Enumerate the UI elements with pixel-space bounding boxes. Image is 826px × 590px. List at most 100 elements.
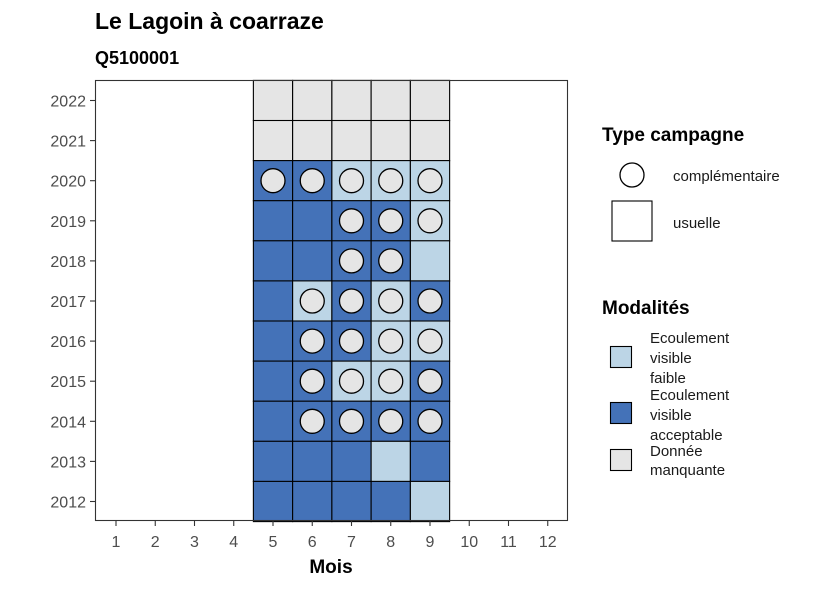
x-tick-label-4: 4: [229, 534, 238, 551]
campaign-marker-2017-6: [299, 288, 325, 314]
x-tick-label-12: 12: [539, 534, 557, 551]
campaign-marker-2020-6: [299, 168, 325, 194]
heatmap-cell-2018-7: [331, 240, 372, 282]
heatmap-cell-2013-7: [331, 440, 372, 483]
chart-title: Le Lagoin à coarraze: [95, 8, 324, 34]
plot-border: [94, 79, 569, 522]
heatmap-cell-2021-9: [409, 119, 451, 162]
heatmap-cell-2021-5: [252, 119, 294, 162]
y-tick-label-2022: 2022: [50, 94, 86, 111]
campaign-marker-2020-9: [417, 168, 443, 194]
campaign-marker-2016-6: [299, 328, 325, 354]
legend-label-manquante-line-0: Donnée: [650, 443, 703, 460]
campaign-marker-2016-8: [378, 328, 404, 354]
campaign-marker-2016-7: [338, 328, 365, 354]
x-tick-label-1: 1: [112, 534, 121, 551]
x-tick-label-7: 7: [347, 534, 356, 551]
legend-label-faible-line-2: faible: [650, 370, 686, 387]
legend-label-acceptable-line-0: Ecoulement: [650, 387, 730, 404]
campaign-marker-2019-7: [338, 208, 365, 234]
campaign-marker-2020-7: [338, 168, 365, 194]
heatmap-cell-2012-7: [331, 480, 372, 523]
legend-label-acceptable-line-2: acceptable: [650, 427, 723, 444]
square-icon: [611, 200, 653, 242]
y-tick-label-2015: 2015: [50, 374, 86, 391]
legend-campagne-label-usuelle: usuelle: [673, 215, 721, 232]
y-tick-label-2021: 2021: [50, 134, 86, 151]
heatmap-cell-2022-8: [370, 79, 411, 122]
campaign-marker-2015-8: [378, 368, 404, 394]
campaign-marker-2020-5: [260, 168, 286, 194]
heatmap-cell-2018-6: [292, 240, 333, 282]
x-tick-label-2: 2: [151, 534, 160, 551]
y-tick-label-2013: 2013: [50, 454, 86, 471]
campaign-marker-2017-8: [378, 288, 404, 314]
circle-icon: [619, 162, 645, 188]
y-tick-label-2014: 2014: [50, 414, 86, 431]
legend-key-faible: [609, 345, 633, 369]
legend-modalites-title: Modalités: [602, 298, 690, 319]
legend-label-faible-line-1: visible: [650, 350, 692, 367]
heatmap-cell-2013-8: [370, 440, 411, 483]
y-tick-label-2017: 2017: [50, 294, 86, 311]
campaign-marker-2017-7: [338, 288, 365, 314]
legend-campagne: Type campagne complémentaire usuelle: [602, 125, 780, 242]
heatmap-cell-2012-5: [252, 480, 294, 523]
campaign-marker-2015-6: [299, 368, 325, 394]
chart-subtitle: Q5100001: [95, 48, 179, 68]
campaign-marker-2018-8: [378, 248, 404, 274]
legend-campagne-label-complementaire: complémentaire: [673, 168, 780, 185]
campaign-marker-2014-8: [378, 408, 404, 434]
heatmap-cell-2012-8: [370, 480, 411, 523]
y-tick-label-2019: 2019: [50, 214, 86, 231]
heatmap-cell-2013-9: [409, 440, 451, 483]
heatmap-cell-2017-5: [252, 280, 294, 322]
campaign-marker-2015-9: [417, 368, 443, 394]
campaign-markers: [260, 168, 443, 434]
campaign-marker-2019-8: [378, 208, 404, 234]
legend-key-manquante: [609, 448, 633, 472]
x-tick-label-10: 10: [460, 534, 478, 551]
y-tick-label-2020: 2020: [50, 174, 86, 191]
heatmap-cell-2013-6: [292, 440, 333, 483]
heatmap-cell-2022-5: [252, 79, 294, 122]
legend-label-manquante-line-1: manquante: [650, 462, 725, 479]
heatmap-cell-2018-5: [252, 240, 294, 282]
heatmap-cell-2012-6: [292, 480, 333, 523]
legend-label-acceptable-line-1: visible: [650, 407, 692, 424]
legend-key-acceptable: [609, 401, 633, 425]
campaign-marker-2017-9: [417, 288, 443, 314]
y-axis: 2012 2013 2014 2015 2016 2017 2018 2019 2020 2021…: [50, 94, 95, 512]
x-tick-label-11: 11: [500, 534, 517, 551]
heatmap-cell-2022-7: [331, 79, 372, 122]
heatmap-cell-2014-5: [252, 400, 294, 442]
legend-label-faible-line-0: Ecoulement: [650, 330, 730, 347]
heatmap-cell-2021-6: [292, 119, 333, 162]
x-tick-label-6: 6: [308, 534, 317, 551]
heatmap-cell-2016-5: [252, 320, 294, 362]
y-tick-label-2016: 2016: [50, 334, 86, 351]
campaign-marker-2014-6: [299, 408, 325, 434]
heatmap-cell-2021-7: [331, 119, 372, 162]
x-axis-title: Mois: [309, 557, 352, 578]
campaign-marker-2014-9: [417, 408, 443, 434]
heatmap-cell-2018-9: [409, 240, 451, 282]
campaign-marker-2015-7: [338, 368, 365, 394]
heatmap-cell-2013-5: [252, 440, 294, 483]
campaign-marker-2019-9: [417, 208, 443, 234]
y-tick-label-2012: 2012: [50, 495, 86, 512]
x-tick-label-8: 8: [386, 534, 395, 551]
heatmap-cell-2022-6: [292, 79, 333, 122]
heatmap-cell-2012-9: [409, 480, 451, 523]
campaign-marker-2016-9: [417, 328, 443, 354]
y-tick-label-2018: 2018: [50, 254, 86, 271]
heatmap-cell-2021-8: [370, 119, 411, 162]
legend-modalites: Modalités EcoulementvisiblefaibleEcoulem…: [602, 298, 730, 479]
heatmap-cells: [252, 79, 451, 523]
x-tick-label-9: 9: [426, 534, 435, 551]
legend-campagne-title: Type campagne: [602, 125, 744, 146]
campaign-marker-2020-8: [378, 168, 404, 194]
heatmap-cell-2022-9: [409, 79, 451, 122]
heatmap-cell-2019-5: [252, 200, 294, 242]
